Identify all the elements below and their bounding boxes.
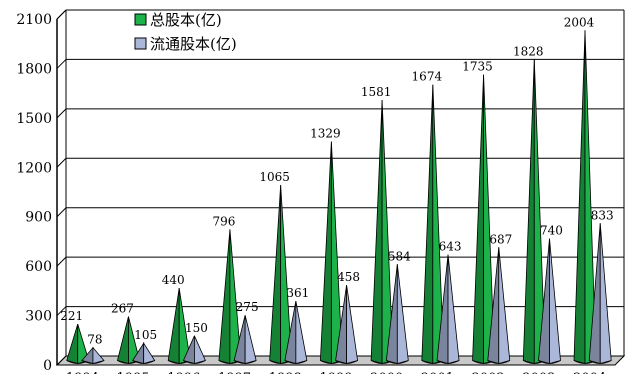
value-label-total-1994: 221 xyxy=(60,309,83,323)
y-axis-tick xyxy=(56,355,67,366)
value-label-float-2004: 833 xyxy=(591,208,614,222)
legend-label-total: 总股本(亿) xyxy=(150,11,222,29)
cone-total-1997-left xyxy=(218,229,231,365)
value-label-total-1998: 1065 xyxy=(259,170,290,184)
value-label-float-2001: 643 xyxy=(439,240,462,254)
y-axis-tick xyxy=(56,59,67,69)
value-label-total-2002: 1735 xyxy=(462,60,493,74)
value-label-float-1999: 458 xyxy=(337,270,360,284)
cone-total-1998-left xyxy=(269,185,282,365)
value-label-total-1996: 440 xyxy=(162,273,185,287)
cone-total-2000-right xyxy=(381,99,394,365)
cone-total-1999-right xyxy=(330,141,343,365)
cone-float-1999-base xyxy=(335,360,358,364)
cone-total-1999-left xyxy=(319,141,332,365)
y-tick-label: 1200 xyxy=(16,160,52,176)
cone-total-1994-left xyxy=(66,323,79,365)
cone-float-2003-right xyxy=(549,238,561,365)
cone-float-2002-right xyxy=(498,247,511,365)
value-label-total-2003: 1828 xyxy=(513,44,544,58)
legend-swatch-total xyxy=(134,13,147,26)
value-label-total-2001: 1674 xyxy=(412,70,443,84)
y-axis-tick xyxy=(56,256,67,267)
value-label-float-2000: 584 xyxy=(388,249,411,263)
y-tick-label: 300 xyxy=(25,309,52,325)
cone-float-2002-base xyxy=(487,360,510,364)
cone-float-2004-base xyxy=(589,360,612,364)
value-label-total-1997: 796 xyxy=(212,214,235,228)
value-label-total-1995: 267 xyxy=(111,302,134,316)
cone-total-1996-right xyxy=(178,287,191,365)
cone-float-2001-base xyxy=(436,360,460,364)
value-label-total-1999: 1329 xyxy=(310,127,341,141)
cone-total-2001-right xyxy=(432,84,445,365)
cone-total-2004-left xyxy=(573,30,586,365)
cone-total-1997-right xyxy=(229,229,242,365)
legend-swatch-float xyxy=(134,37,147,50)
cone-float-1998-base xyxy=(284,360,308,364)
cone-float-1999-right xyxy=(346,284,359,365)
y-tick-label: 900 xyxy=(25,210,52,226)
cone-float-1995-base xyxy=(132,360,155,364)
cone-total-1998-right xyxy=(280,185,293,365)
value-label-float-1996: 150 xyxy=(185,321,208,335)
y-tick-label: 1500 xyxy=(16,111,52,127)
value-label-float-1997: 275 xyxy=(236,300,259,314)
cone-float-1998-right xyxy=(295,300,308,365)
cone-float-2000-base xyxy=(386,360,409,364)
cone-float-1997-right xyxy=(244,315,257,365)
value-label-float-1995: 105 xyxy=(134,328,157,342)
cone-float-1995-right xyxy=(143,341,156,365)
cone-float-1996-base xyxy=(183,360,206,364)
cone-total-2003-left xyxy=(522,59,535,365)
y-tick-label: 0 xyxy=(43,358,52,374)
value-label-total-2004: 2004 xyxy=(564,15,595,29)
cone-total-2003-right xyxy=(533,59,546,365)
cone-float-2000-right xyxy=(396,264,409,365)
y-tick-label: 600 xyxy=(25,259,52,275)
y-axis-tick xyxy=(56,306,67,316)
value-label-float-1994: 78 xyxy=(87,333,102,347)
cone-total-1995-left xyxy=(116,316,129,365)
cone-total-1996-left xyxy=(167,287,180,365)
side-wall-top xyxy=(56,9,67,20)
cone-total-1994-right xyxy=(77,323,90,365)
cone-total-2002-left xyxy=(472,74,484,365)
cone-float-2003-base xyxy=(538,360,561,364)
y-axis-tick xyxy=(56,157,67,168)
value-label-float-2003: 740 xyxy=(540,224,563,238)
legend-label-float: 流通股本(亿) xyxy=(150,35,237,53)
cone-total-2001-left xyxy=(421,84,434,365)
y-tick-label: 2100 xyxy=(16,12,52,28)
value-label-total-2000: 1581 xyxy=(361,85,392,99)
value-label-float-1998: 361 xyxy=(286,286,309,300)
cone-float-1996-right xyxy=(194,335,206,365)
cone-float-2004-right xyxy=(599,223,612,365)
cone-float-1997-base xyxy=(233,360,257,364)
cone-total-1995-right xyxy=(128,316,140,365)
cone-total-2002-right xyxy=(483,74,495,365)
y-axis-tick xyxy=(56,207,67,218)
cone-float-2001-right xyxy=(447,254,460,365)
value-label-float-2002: 687 xyxy=(489,232,512,246)
cone-float-1994-right xyxy=(92,346,105,365)
y-tick-label: 1800 xyxy=(16,61,52,77)
cone-float-1994-base xyxy=(81,360,105,364)
cone-total-2000-left xyxy=(370,99,383,365)
y-axis-tick xyxy=(56,108,67,119)
cone-total-2004-right xyxy=(584,30,597,365)
